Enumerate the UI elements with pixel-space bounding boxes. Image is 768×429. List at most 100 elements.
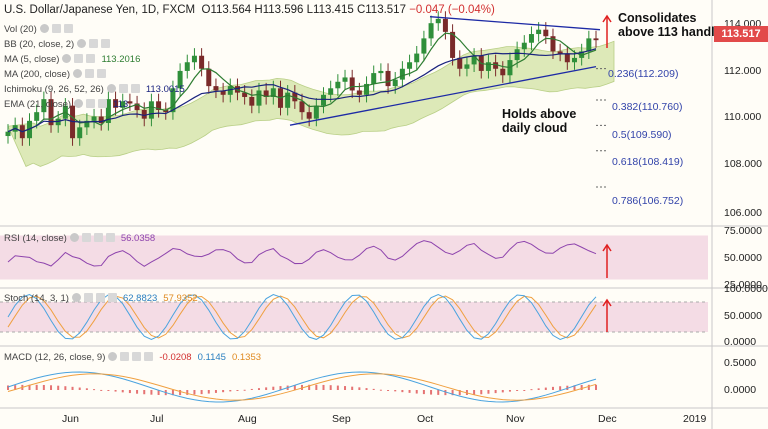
ichimoku-cloud — [7, 40, 615, 167]
time-tick: Sep — [332, 413, 351, 425]
candle-body — [98, 116, 104, 124]
close-icon[interactable] — [63, 24, 73, 33]
close-icon[interactable] — [97, 69, 106, 78]
close-icon[interactable] — [95, 293, 105, 302]
candle-body — [385, 70, 391, 87]
macd-tick: 0.0000 — [724, 384, 757, 396]
time-tick: Jul — [150, 413, 164, 425]
price-tick: 106.000 — [724, 207, 762, 219]
macd-histogram-bar — [387, 390, 390, 391]
time-tick: Oct — [417, 413, 434, 425]
candle-body — [457, 57, 463, 69]
candle-body — [5, 131, 11, 137]
macd-histogram-bar — [100, 389, 103, 391]
macd-histogram-bar — [573, 385, 576, 390]
legend-macd[interactable]: MACD (12, 26, close, 9) -0.0208 0.1145 0.13… — [4, 352, 262, 363]
ema-line — [7, 48, 597, 133]
settings-icon[interactable] — [118, 84, 128, 93]
settings-icon[interactable] — [83, 293, 93, 302]
candle-body — [493, 62, 499, 69]
eye-icon[interactable] — [73, 69, 82, 78]
macd-histogram-bar — [544, 387, 547, 390]
legend-ichimoku[interactable]: Ichimoku (9, 26, 52, 26) 113.0015 — [4, 84, 185, 95]
candle-body — [306, 112, 312, 119]
rsi-tick: 50.0000 — [724, 252, 762, 264]
candle-body — [421, 38, 427, 54]
eye-icon[interactable] — [62, 54, 72, 63]
macd-histogram-bar — [257, 388, 260, 390]
settings-icon[interactable] — [51, 24, 61, 33]
eye-icon[interactable] — [77, 39, 87, 48]
macd-histogram-bar — [136, 390, 139, 394]
legend-vol[interactable]: Vol (20) — [4, 24, 73, 35]
candle-body — [91, 116, 97, 121]
settings-icon[interactable] — [89, 39, 99, 48]
close-icon[interactable] — [130, 84, 140, 93]
stoch-k-line — [7, 293, 597, 341]
close-icon[interactable] — [98, 99, 108, 108]
macd-histogram-bar — [35, 384, 38, 390]
macd-histogram-bar — [523, 389, 526, 391]
legend-ma200[interactable]: MA (200, close) — [4, 69, 106, 80]
change-value: −0.047 (−0.04%) — [409, 4, 495, 16]
eye-icon[interactable] — [71, 293, 81, 302]
more-icon[interactable] — [144, 352, 154, 361]
time-tick: Aug — [238, 413, 257, 425]
macd-histogram-bar — [401, 390, 404, 393]
eye-icon[interactable] — [74, 99, 84, 108]
settings-icon[interactable] — [81, 233, 91, 242]
macd-histogram-bar — [222, 390, 225, 393]
macd-histogram-bar — [530, 389, 533, 391]
macd-histogram-bar — [344, 386, 347, 390]
legend-rsi[interactable]: RSI (14, close) 56.0358 — [4, 233, 156, 244]
settings-icon[interactable] — [85, 69, 94, 78]
legend-ma5[interactable]: MA (5, close) 113.2016 — [4, 54, 141, 65]
candle-body — [471, 55, 477, 65]
settings-icon[interactable] — [120, 352, 130, 361]
more-icon[interactable] — [107, 293, 117, 302]
eye-icon[interactable] — [39, 24, 49, 33]
more-icon[interactable] — [105, 233, 115, 242]
legend-bb[interactable]: BB (20, close, 2) — [4, 39, 111, 50]
time-tick: Jun — [62, 413, 79, 425]
macd-histogram-bar — [537, 388, 540, 390]
stoch-d-line — [7, 295, 597, 339]
ema-value: 113. — [113, 99, 131, 110]
close-icon[interactable] — [86, 54, 96, 63]
settings-icon[interactable] — [86, 99, 96, 108]
candle-body — [435, 18, 441, 24]
close-icon[interactable] — [101, 39, 111, 48]
candle-body — [105, 99, 111, 124]
close-icon[interactable] — [93, 233, 103, 242]
macd-histogram-bar — [28, 384, 31, 390]
current-price-tag: 113.517 — [714, 26, 768, 42]
stoch-tick: 100.0000 — [724, 283, 768, 295]
candle-body — [84, 120, 90, 128]
legend-stoch[interactable]: Stoch (14, 3, 1) 62.8823 57.9352 — [4, 293, 198, 304]
macd-signal-line — [7, 373, 597, 401]
settings-icon[interactable] — [74, 54, 84, 63]
macd-histogram-bar — [186, 390, 189, 395]
macd-histogram-bar — [85, 388, 88, 390]
candle-body — [285, 92, 291, 108]
price-tick: 108.000 — [724, 158, 762, 170]
candle-body — [521, 42, 527, 50]
candle-body — [199, 55, 205, 69]
macd-histogram-bar — [494, 390, 497, 394]
eye-icon[interactable] — [69, 233, 79, 242]
macd-histogram-bar — [207, 390, 210, 394]
candle-body — [450, 31, 456, 58]
macd-histogram-bar — [107, 390, 110, 391]
eye-icon[interactable] — [106, 84, 116, 93]
macd-histogram-bar — [50, 385, 53, 390]
candle-body — [428, 23, 434, 39]
macd-histogram-bar — [64, 386, 67, 390]
legend-ema[interactable]: EMA (21, close) 113. — [4, 99, 131, 110]
price-tick: 112.000 — [724, 65, 762, 77]
holds-annotation: Holds above daily cloud — [502, 107, 577, 135]
eye-icon[interactable] — [108, 352, 118, 361]
close-icon[interactable] — [132, 352, 142, 361]
candle-body — [586, 38, 592, 52]
macd-histogram-bar — [128, 390, 131, 394]
